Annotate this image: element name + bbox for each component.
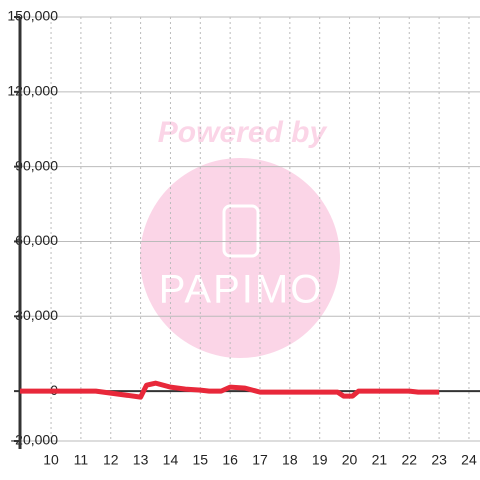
x-tick-label: 18 — [282, 452, 298, 468]
x-tick-label: 24 — [461, 452, 477, 468]
series-line — [20, 380, 440, 400]
x-tick-label: 22 — [401, 452, 417, 468]
x-tick-label: 12 — [103, 452, 119, 468]
plot: 10 11 12 13 14 15 16 17 18 19 20 21 22 23 24-20,000030… — [7, 8, 480, 468]
x-tick-label: 11 — [74, 452, 89, 468]
x-tick-label: 20 — [342, 452, 358, 468]
x-tick-label: 19 — [312, 452, 328, 468]
y-tick-label: 60,000 — [15, 232, 58, 248]
watermark-text: Powered by — [158, 116, 328, 149]
y-tick-label: 150,000 — [7, 8, 58, 24]
y-tick-label: -20,000 — [11, 432, 59, 448]
y-tick-label: 30,000 — [15, 307, 58, 323]
watermark-logo: PAPIMO — [159, 268, 324, 312]
x-tick-label: 15 — [193, 452, 209, 468]
x-tick-label: 13 — [133, 452, 149, 468]
x-tick-label: 23 — [431, 452, 447, 468]
x-tick-label: 14 — [163, 452, 179, 468]
y-tick-label: 120,000 — [7, 83, 58, 99]
phone-icon — [222, 204, 260, 258]
x-tick-label: 10 — [43, 452, 59, 468]
x-tick-label: 16 — [222, 452, 238, 468]
x-tick-label: 21 — [372, 452, 388, 468]
x-tick-label: 17 — [252, 452, 268, 468]
y-tick-label: 90,000 — [15, 157, 58, 173]
